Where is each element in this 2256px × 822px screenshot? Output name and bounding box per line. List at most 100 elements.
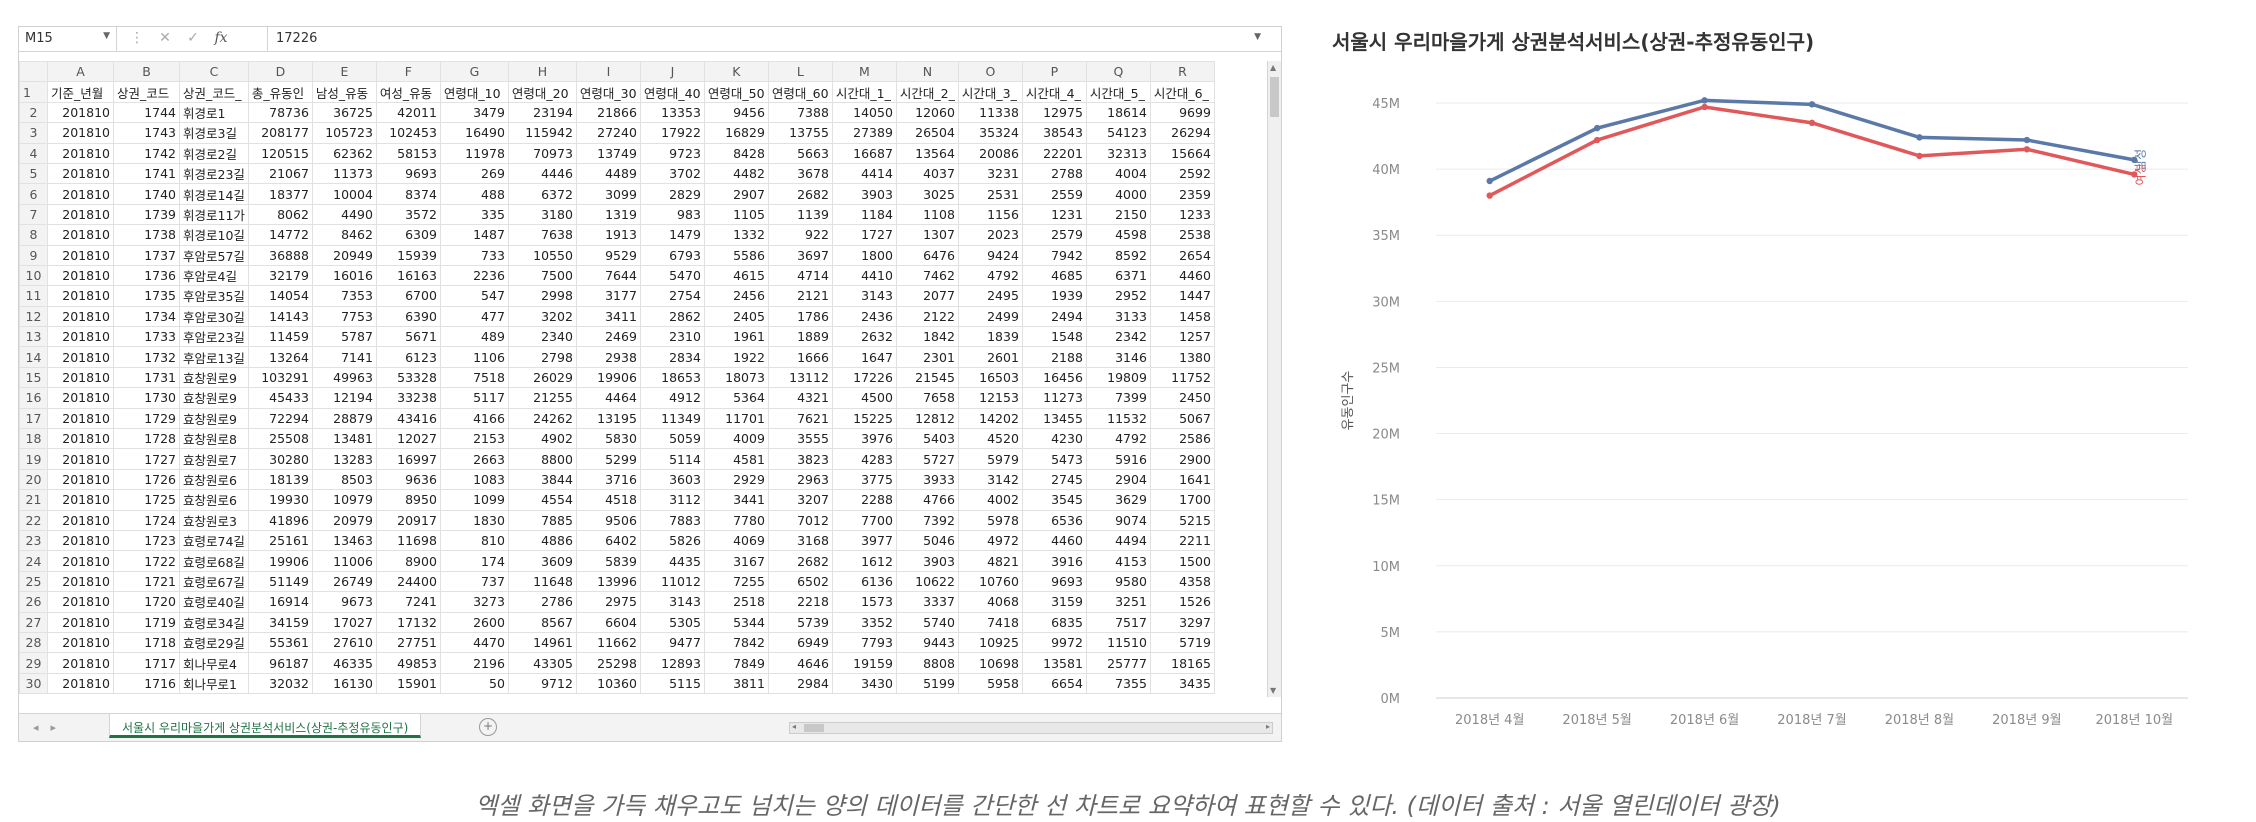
cell[interactable]: 4490 <box>311 203 377 226</box>
cell[interactable]: 1732 <box>113 346 180 368</box>
cell[interactable]: 16130 <box>311 672 377 695</box>
cell[interactable]: 737 <box>439 570 509 593</box>
cell[interactable]: 15901 <box>375 672 441 695</box>
cell[interactable]: 휘경로14길 <box>179 183 249 205</box>
cell[interactable]: 1720 <box>113 591 180 613</box>
cell[interactable]: 18377 <box>247 183 313 205</box>
cell[interactable]: 201810 <box>47 489 114 511</box>
cell[interactable]: 1889 <box>767 326 833 348</box>
plus-circle-icon[interactable]: + <box>479 718 497 736</box>
cell[interactable]: 1479 <box>639 224 705 246</box>
cell[interactable]: 7793 <box>831 631 897 654</box>
row-number[interactable]: 7 <box>19 203 48 226</box>
cell[interactable]: 1723 <box>113 529 180 552</box>
cell[interactable]: 4037 <box>895 162 959 185</box>
cell[interactable]: 53328 <box>375 366 441 389</box>
cell[interactable]: 7942 <box>1021 244 1087 266</box>
cell[interactable]: 7418 <box>957 611 1023 633</box>
cell[interactable]: 201810 <box>47 550 114 572</box>
cell[interactable]: 12060 <box>895 101 959 124</box>
row-number[interactable]: 20 <box>19 468 48 491</box>
cell[interactable]: 201810 <box>47 529 114 552</box>
cell[interactable]: 19906 <box>575 366 641 389</box>
cell[interactable]: 7644 <box>575 264 641 287</box>
cell[interactable]: 3143 <box>831 285 897 307</box>
cell[interactable]: 9972 <box>1021 631 1087 654</box>
cell[interactable]: 12153 <box>957 387 1023 409</box>
cell[interactable]: 38543 <box>1021 122 1087 144</box>
vertical-scrollbar[interactable]: ▲ ▼ <box>1267 61 1281 697</box>
cell[interactable]: 11532 <box>1085 407 1151 430</box>
cell[interactable]: 201810 <box>47 162 114 185</box>
cell[interactable]: 13195 <box>575 407 641 430</box>
cell[interactable]: 5046 <box>895 529 959 552</box>
scroll-left-icon[interactable]: ◂ <box>792 722 797 731</box>
cell[interactable]: 1739 <box>113 203 180 226</box>
cell[interactable]: 1922 <box>703 346 769 368</box>
cell[interactable]: 1139 <box>767 203 833 226</box>
cell[interactable]: 2900 <box>1149 448 1215 470</box>
row-number[interactable]: 26 <box>19 591 48 613</box>
cell[interactable]: 5403 <box>895 428 959 450</box>
cell[interactable]: 27610 <box>311 631 377 654</box>
cell[interactable]: 1741 <box>113 162 180 185</box>
cell[interactable]: 후암로30길 <box>179 305 249 328</box>
header-cell[interactable]: 연령대_20 <box>507 81 577 103</box>
cell[interactable]: 201810 <box>47 346 114 368</box>
scroll-up-icon[interactable]: ▲ <box>1270 63 1277 72</box>
cell[interactable]: 5586 <box>703 244 769 266</box>
cell[interactable]: 4500 <box>831 387 897 409</box>
cell[interactable]: 1939 <box>1021 285 1087 307</box>
cell[interactable]: 14143 <box>247 305 313 328</box>
cell[interactable]: 45433 <box>247 387 313 409</box>
cell[interactable]: 201810 <box>47 142 114 164</box>
cell[interactable]: 4615 <box>703 264 769 287</box>
cell[interactable]: 4482 <box>703 162 769 185</box>
sheet-nav-icons[interactable]: ◂▸ <box>33 721 69 734</box>
cell[interactable]: 1721 <box>113 570 180 593</box>
column-header[interactable]: F <box>375 60 441 83</box>
cell[interactable]: 1716 <box>113 672 180 695</box>
cell[interactable]: 3903 <box>831 183 897 205</box>
cell[interactable]: 1718 <box>113 631 180 654</box>
cell[interactable]: 1526 <box>1149 591 1215 613</box>
cell[interactable]: 2632 <box>831 326 897 348</box>
cell[interactable]: 효령로74길 <box>179 529 249 552</box>
cell[interactable]: 2499 <box>957 305 1023 328</box>
cell[interactable]: 201810 <box>47 224 114 246</box>
cell[interactable]: 1913 <box>575 224 641 246</box>
cell[interactable]: 1733 <box>113 326 180 348</box>
cell[interactable]: 16016 <box>311 264 377 287</box>
cell[interactable]: 5470 <box>639 264 705 287</box>
cell[interactable]: 16687 <box>831 142 897 164</box>
cell[interactable]: 4685 <box>1021 264 1087 287</box>
cell[interactable]: 15939 <box>375 244 441 266</box>
cell[interactable]: 6949 <box>767 631 833 654</box>
row-number[interactable]: 27 <box>19 611 48 633</box>
cell[interactable]: 2754 <box>639 285 705 307</box>
cell[interactable]: 2301 <box>895 346 959 368</box>
cell[interactable]: 4321 <box>767 387 833 409</box>
header-cell[interactable]: 시간대_6_ <box>1149 81 1215 103</box>
cell[interactable]: 7658 <box>895 387 959 409</box>
cell[interactable]: 2907 <box>703 183 769 205</box>
cell[interactable]: 4554 <box>507 489 577 511</box>
cell[interactable]: 1700 <box>1149 489 1215 511</box>
cell[interactable]: 17226 <box>831 366 897 389</box>
cell[interactable]: 1839 <box>957 326 1023 348</box>
cell[interactable]: 21067 <box>247 162 313 185</box>
row-number[interactable]: 11 <box>19 285 48 307</box>
cell[interactable]: 6390 <box>375 305 441 328</box>
cell[interactable]: 2531 <box>957 183 1023 205</box>
column-header[interactable]: L <box>767 60 833 83</box>
column-header[interactable]: M <box>831 60 897 83</box>
name-box[interactable]: M15 ▼ <box>19 27 117 51</box>
cell[interactable]: 9424 <box>957 244 1023 266</box>
cell[interactable]: 1743 <box>113 122 180 144</box>
cell[interactable]: 7517 <box>1085 611 1151 633</box>
cell[interactable]: 7700 <box>831 509 897 531</box>
row-number[interactable]: 29 <box>19 652 48 674</box>
cell[interactable]: 1231 <box>1021 203 1087 226</box>
cell[interactable]: 8374 <box>375 183 441 205</box>
cell[interactable]: 9636 <box>375 468 441 491</box>
